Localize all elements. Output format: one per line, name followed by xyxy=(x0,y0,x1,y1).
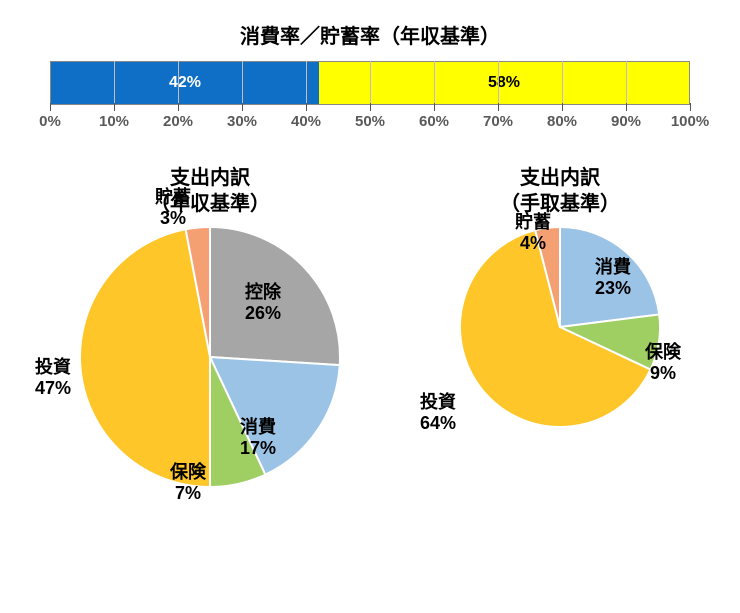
slice-label: 保険9% xyxy=(645,342,681,383)
slice-label: 投資64% xyxy=(420,392,456,433)
pie-chart-takehome: 支出内訳（手取基準） 消費23%保険9%投資64%貯蓄4% xyxy=(460,165,660,487)
tick-label: 50% xyxy=(355,113,385,130)
tick-label: 10% xyxy=(99,113,129,130)
slice-label: 消費23% xyxy=(595,257,631,298)
tick-label: 80% xyxy=(547,113,577,130)
pie-slice xyxy=(80,229,210,487)
slice-label: 控除26% xyxy=(245,282,281,323)
slice-label: 消費17% xyxy=(240,417,276,458)
tick-label: 40% xyxy=(291,113,321,130)
tick-label: 0% xyxy=(39,113,61,130)
pie2-title: 支出内訳（手取基準） xyxy=(500,165,620,217)
bar-segment: 42% xyxy=(51,62,319,104)
slice-label: 保険7% xyxy=(170,462,206,503)
tick-label: 70% xyxy=(483,113,513,130)
tick-label: 90% xyxy=(611,113,641,130)
slice-label: 貯蓄3% xyxy=(155,187,191,228)
bar-segment: 58% xyxy=(319,62,689,104)
tick-label: 100% xyxy=(671,113,709,130)
tick-label: 30% xyxy=(227,113,257,130)
bar-chart-title: 消費率／貯蓄率（年収基準） xyxy=(20,20,720,49)
pie-chart-annual: 支出内訳（年収基準） 控除26%消費17%保険7%投資47%貯蓄3% xyxy=(80,165,340,487)
slice-label: 貯蓄4% xyxy=(515,212,551,253)
stacked-bar-chart: 42%58% 0%10%20%30%40%50%60%70%80%90%100% xyxy=(50,61,690,105)
tick-label: 20% xyxy=(163,113,193,130)
slice-label: 投資47% xyxy=(35,357,71,398)
tick-label: 60% xyxy=(419,113,449,130)
